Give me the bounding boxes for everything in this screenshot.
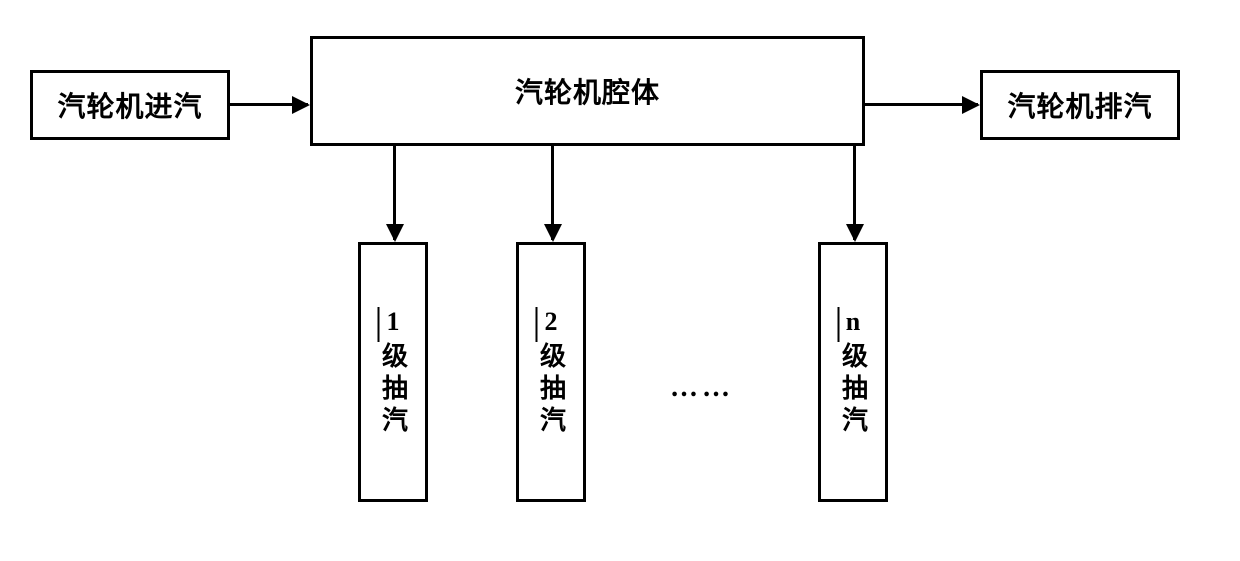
- arrow-cavity-to-extn: [853, 146, 856, 240]
- extract-1-label: 1级抽汽: [375, 307, 412, 438]
- cavity-box: 汽轮机腔体: [310, 36, 865, 146]
- arrow-cavity-to-ext1: [393, 146, 396, 240]
- arrow-inlet-to-cavity: [230, 103, 308, 106]
- extract-2-label: 2级抽汽: [533, 307, 570, 438]
- extract-2-box: 2级抽汽: [516, 242, 586, 502]
- exhaust-label: 汽轮机排汽: [1007, 85, 1152, 125]
- inlet-box: 汽轮机进汽: [30, 70, 230, 140]
- inlet-label: 汽轮机进汽: [57, 85, 202, 125]
- ellipsis: ……: [670, 372, 734, 404]
- extract-n-box: n级抽汽: [818, 242, 888, 502]
- extract-1-box: 1级抽汽: [358, 242, 428, 502]
- arrow-cavity-to-exhaust: [865, 103, 978, 106]
- exhaust-box: 汽轮机排汽: [980, 70, 1180, 140]
- cavity-label: 汽轮机腔体: [515, 71, 660, 111]
- extract-n-label: n级抽汽: [835, 307, 872, 438]
- arrow-cavity-to-ext2: [551, 146, 554, 240]
